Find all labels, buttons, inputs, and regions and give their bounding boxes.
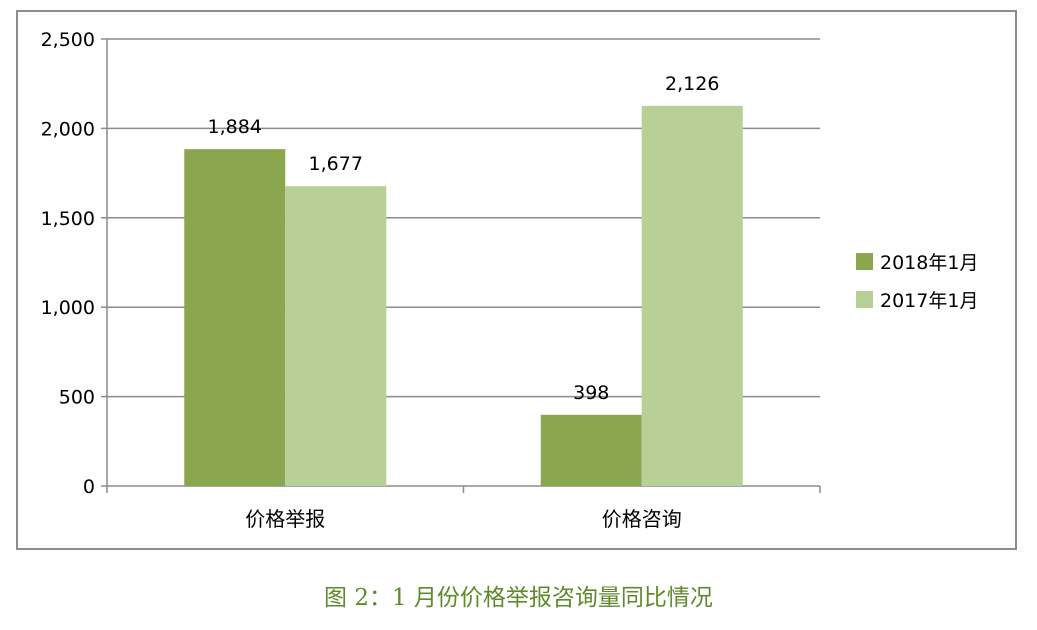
y-tick-label: 2,000 [41,118,95,140]
data-label: 2,126 [665,73,719,95]
data-label: 1,884 [208,116,262,138]
data-label: 398 [573,382,609,404]
y-tick-label: 1,500 [41,208,95,230]
legend-label: 2017年1月 [880,290,978,312]
legend-swatch [856,291,873,308]
y-tick-label: 500 [59,387,95,409]
bar [285,186,387,486]
chart-frame [16,10,1017,550]
y-tick-label: 1,000 [41,297,95,319]
x-tick-label: 价格咨询 [602,507,682,531]
legend-swatch [856,253,873,270]
y-tick-label: 2,500 [41,29,95,51]
figure-caption: 图 2：1 月份价格举报咨询量同比情况 [324,585,713,611]
bar [184,149,286,486]
y-tick-label: 0 [83,476,95,498]
legend-label: 2018年1月 [880,252,978,274]
bar [540,414,642,486]
bar-chart: 0 500 1,000 1,500 2,000 2,500 价格举报 1,884 1,677 价格… [41,29,979,531]
x-tick-label: 价格举报 [245,507,325,531]
data-label: 1,677 [309,153,363,175]
bar [641,105,743,486]
